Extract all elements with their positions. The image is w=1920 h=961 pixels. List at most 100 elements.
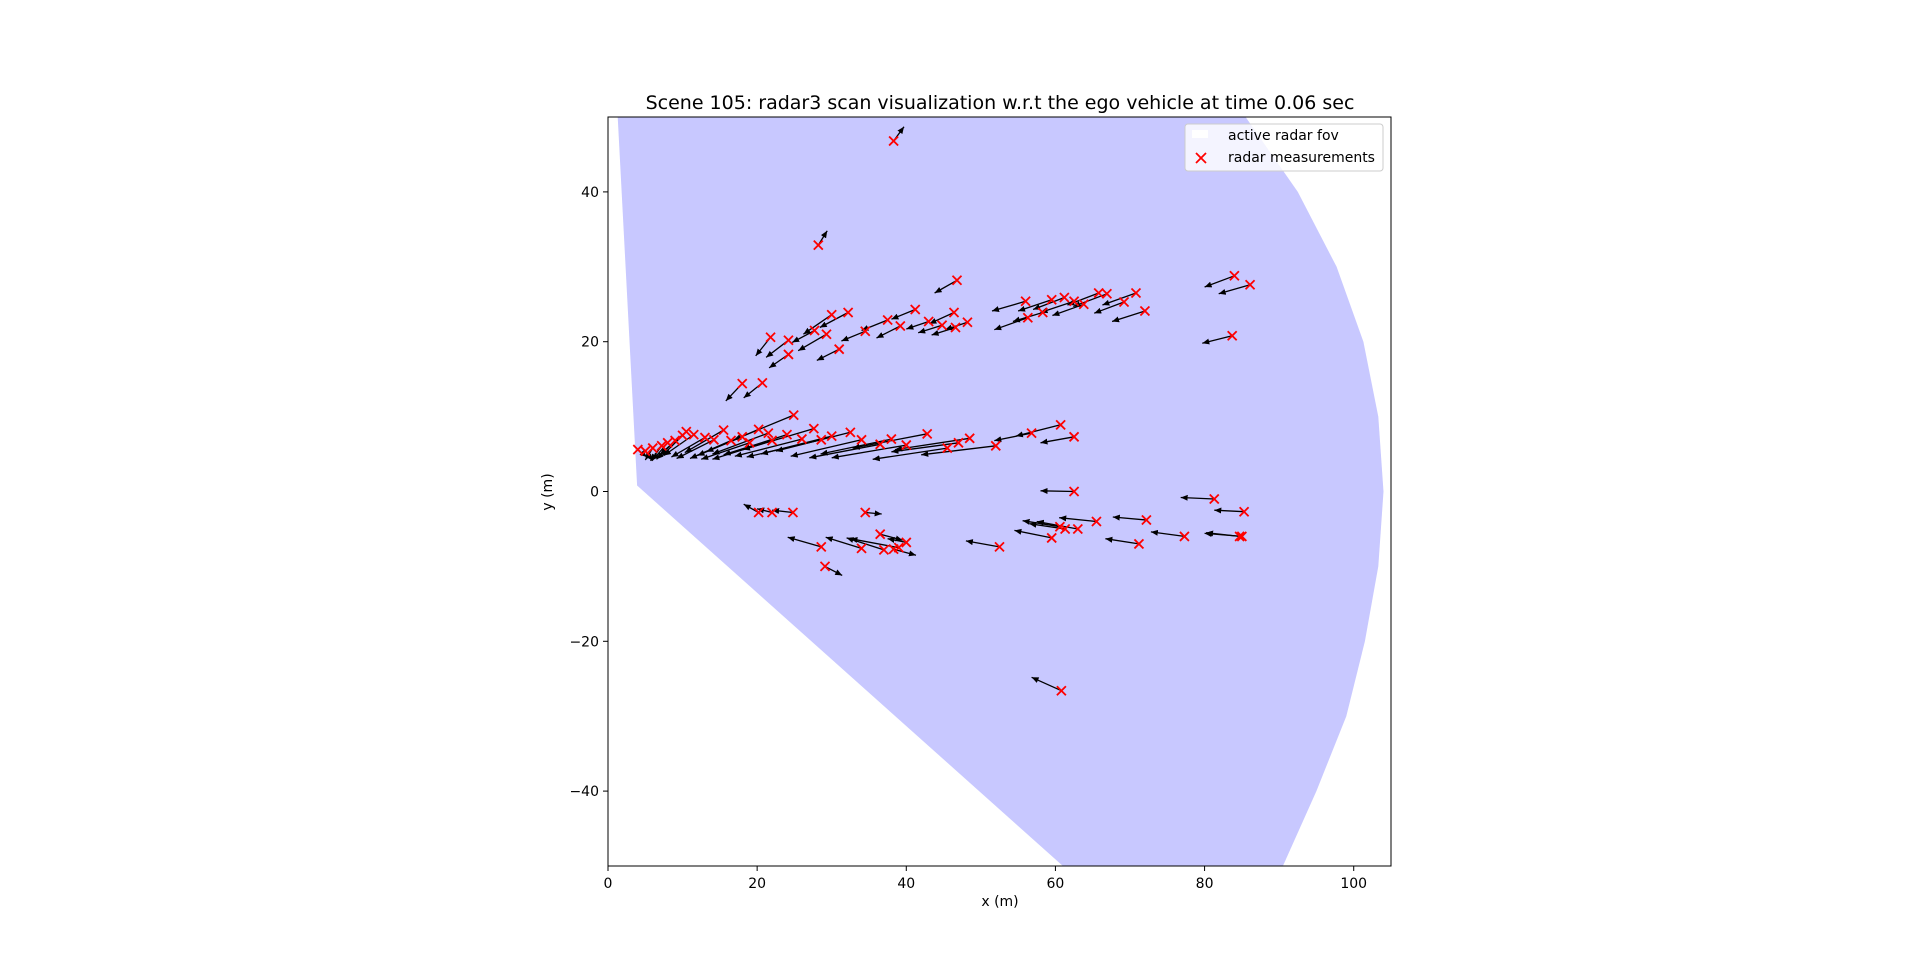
radar-measurement-point (990, 440, 1001, 451)
radar-measurement-point (901, 439, 912, 451)
velocity-arrow (819, 311, 849, 329)
radar-measurement-point (656, 440, 667, 451)
radar-measurement-point (816, 541, 827, 553)
radar-measurement-point (893, 542, 904, 553)
radar-measurement-point (1130, 287, 1142, 299)
velocity-arrow (1150, 529, 1185, 538)
radar-measurement-point (1072, 523, 1083, 535)
velocity-arrow (712, 432, 769, 455)
radar-measurement-point (787, 507, 799, 518)
velocity-arrow (965, 539, 1000, 548)
velocity-arrow (1031, 676, 1062, 692)
velocity-arrow (742, 427, 814, 451)
legend-measurement-label: radar measurements (1228, 150, 1375, 166)
radar-measurement-point (860, 507, 871, 518)
x-axis-ticks: 0 20 40 60 80 100 (604, 866, 1367, 892)
velocity-arrow (1014, 528, 1052, 539)
x-tick-label: 20 (748, 876, 766, 892)
velocity-arrow (1180, 494, 1215, 501)
x-tick-label: 80 (1196, 876, 1214, 892)
velocity-arrow (921, 445, 996, 457)
velocity-arrow (1093, 301, 1125, 314)
radar-measurement-point (860, 326, 871, 337)
velocity-arrow (791, 329, 815, 343)
velocity-arrow (756, 507, 773, 514)
radar-measurement-point (1209, 493, 1220, 505)
radar-measurement-point (1020, 296, 1031, 307)
radar-measurement-point (1238, 506, 1250, 517)
radar-measurement-point (923, 316, 934, 327)
radar-measurement-point (1141, 514, 1152, 526)
radar-measurement-point (842, 307, 854, 318)
radar-measurement-point (725, 435, 737, 446)
velocity-arrow (1111, 310, 1146, 323)
radar-measurement-point (1056, 685, 1067, 696)
radar-measurement-point (936, 320, 948, 331)
velocity-arrows (637, 126, 1251, 692)
radar-measurement-point (708, 434, 720, 445)
radar-measurement-point (699, 432, 711, 443)
radar-measurement-point (1037, 307, 1048, 318)
radar-measurement-point (816, 434, 827, 445)
radar-measurement-point (753, 424, 764, 435)
velocity-arrow (895, 437, 970, 452)
x-tick-label: 60 (1047, 876, 1065, 892)
radar-measurement-point (951, 275, 963, 286)
velocity-arrow (797, 333, 827, 352)
radar-measurement-point (765, 332, 776, 343)
velocity-arrow (1112, 514, 1147, 521)
radar-measurement-point (808, 423, 819, 434)
active-radar-fov-area (617, 117, 1384, 866)
velocity-arrow (1015, 424, 1061, 438)
x-tick-label: 0 (604, 876, 613, 892)
y-tick-label: −20 (569, 634, 599, 650)
radar-measurement-point (783, 335, 794, 346)
x-axis-label: x (m) (981, 894, 1018, 910)
velocity-arrow (1059, 515, 1097, 523)
velocity-arrow (831, 444, 907, 460)
velocity-arrow (1105, 536, 1139, 545)
radar-measurement-point (744, 437, 755, 448)
y-axis-label: y (m) (540, 473, 556, 510)
velocity-arrow (684, 429, 724, 454)
velocity-arrow (816, 348, 840, 361)
radar-measurement-point (1046, 294, 1057, 305)
chart-title: Scene 105: radar3 scan visualization w.r… (646, 92, 1355, 114)
radar-measurement-point (878, 544, 890, 556)
radar-measurement-point (888, 135, 899, 147)
velocity-arrow (803, 314, 833, 335)
y-tick-label: 40 (581, 185, 599, 201)
velocity-arrow (891, 442, 959, 454)
legend-measurement-marker (1195, 152, 1207, 164)
radar-measurement-point (1244, 279, 1256, 290)
radar-measurement-point (783, 349, 794, 360)
radar-measurement-point (1093, 287, 1104, 299)
radar-measurement-point (1078, 299, 1089, 310)
velocity-arrow (918, 324, 943, 334)
radar-measurement-point (1059, 523, 1071, 535)
radar-measurement-point (1046, 532, 1057, 544)
velocity-arrow (872, 447, 948, 462)
radar-measurement-point (766, 507, 778, 518)
velocity-arrow (841, 330, 866, 342)
radar-measurement-point (826, 309, 837, 320)
radar-measurement-point (1229, 270, 1240, 281)
velocity-arrow (775, 431, 851, 453)
radar-measurement-point (875, 439, 886, 450)
radar-measurement-point (1068, 296, 1080, 307)
velocity-arrow (929, 311, 955, 325)
radar-measurement-point (688, 429, 699, 440)
velocity-arrow (891, 308, 916, 320)
radar-measurement-point (788, 409, 799, 421)
velocity-arrow (1214, 507, 1245, 514)
radar-measurement-point (819, 561, 831, 572)
y-tick-label: 20 (581, 335, 599, 351)
velocity-arrow (824, 565, 843, 576)
velocity-arrow (825, 536, 862, 550)
radar-measurement-point (647, 442, 658, 454)
radar-measurement-point (1054, 521, 1066, 532)
radar-measurement-point (1068, 486, 1080, 497)
radar-measurement-point (1118, 296, 1130, 308)
radar-measurement-point (826, 430, 837, 442)
